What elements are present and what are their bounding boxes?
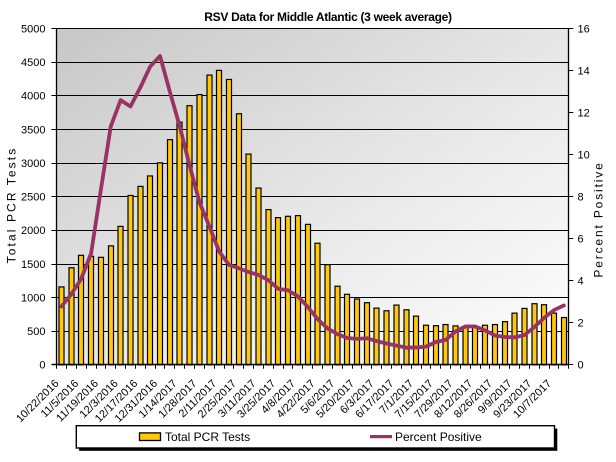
svg-text:6: 6 xyxy=(578,234,584,246)
svg-text:16: 16 xyxy=(578,24,590,36)
svg-text:2000: 2000 xyxy=(21,225,45,237)
svg-text:0: 0 xyxy=(39,360,45,372)
svg-text:1000: 1000 xyxy=(21,292,45,304)
svg-text:3500: 3500 xyxy=(21,124,45,136)
svg-text:RSV Data for Middle Atlantic (: RSV Data for Middle Atlantic (3 week ave… xyxy=(204,10,452,24)
svg-text:500: 500 xyxy=(27,326,45,338)
svg-text:4500: 4500 xyxy=(21,57,45,69)
svg-text:4: 4 xyxy=(578,276,584,288)
svg-text:3000: 3000 xyxy=(21,158,45,170)
svg-text:14: 14 xyxy=(578,66,590,78)
svg-text:2: 2 xyxy=(578,318,584,330)
svg-text:0: 0 xyxy=(578,360,584,372)
svg-text:Percent Positive: Percent Positive xyxy=(592,161,606,277)
svg-text:10: 10 xyxy=(578,150,590,162)
svg-text:Percent Positive: Percent Positive xyxy=(395,430,482,444)
svg-text:8: 8 xyxy=(578,192,584,204)
svg-text:Total PCR Tests: Total PCR Tests xyxy=(165,430,250,444)
svg-text:4000: 4000 xyxy=(21,91,45,103)
svg-text:1500: 1500 xyxy=(21,259,45,271)
svg-text:2500: 2500 xyxy=(21,192,45,204)
svg-text:12: 12 xyxy=(578,108,590,120)
svg-text:Total PCR Tests: Total PCR Tests xyxy=(5,147,19,264)
svg-text:5000: 5000 xyxy=(21,24,45,36)
